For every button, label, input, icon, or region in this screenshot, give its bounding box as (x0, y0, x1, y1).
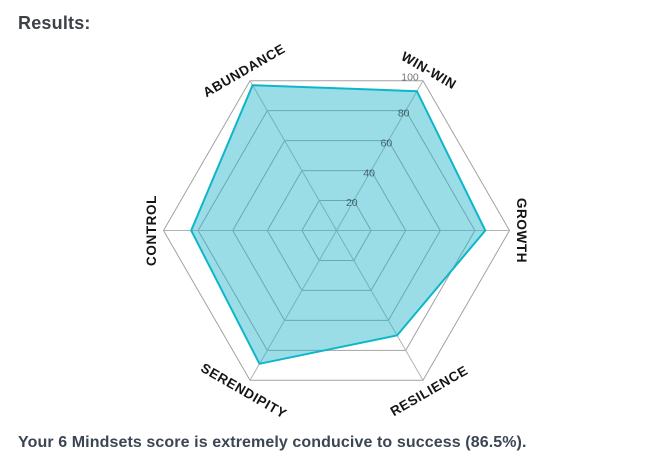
radar-spoke-resilience (336, 230, 424, 381)
radar-axis-label-growth: GROWTH (514, 198, 529, 263)
radar-spoke-win-win (336, 80, 424, 231)
radar-series-polygon (190, 84, 487, 365)
radar-tick-label-60: 60 (381, 137, 393, 149)
radar-axis-label-resilience: RESILIENCE (388, 363, 471, 419)
page-title: Results: (18, 13, 91, 33)
radar-spoke-serendipity (249, 230, 337, 381)
radar-tick-label-40: 40 (363, 167, 375, 179)
radar-spoke-abundance (249, 80, 337, 231)
score-summary: Your 6 Mindsets score is extremely condu… (18, 434, 527, 451)
radar-tick-label-20: 20 (346, 197, 358, 209)
radar-axis-label-control: CONTROL (144, 195, 159, 266)
radar-tick-label-100: 100 (401, 71, 419, 83)
radar-tick-label-80: 80 (398, 107, 410, 119)
